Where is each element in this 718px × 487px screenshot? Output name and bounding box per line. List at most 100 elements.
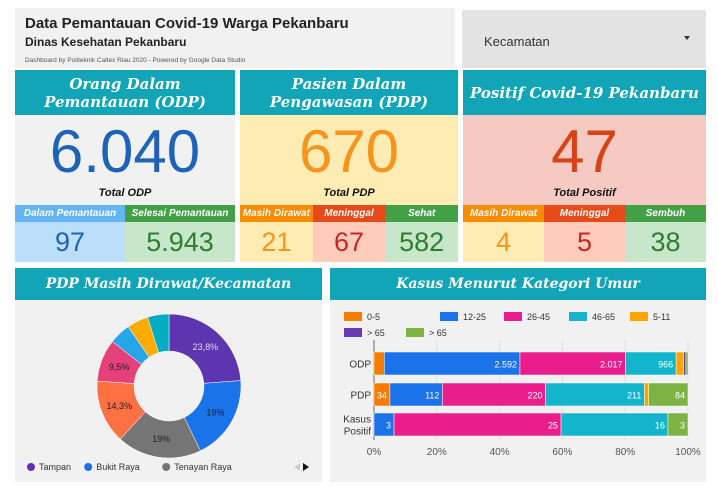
bar-segment[interactable] (667, 412, 689, 437)
bar-value-label: 25 (548, 421, 558, 431)
sub-stat-value: 5 (544, 222, 625, 262)
slice-label: 19% (206, 408, 224, 418)
legend-item[interactable]: Bukit Raya (96, 462, 140, 472)
category-label: ODP (349, 360, 371, 371)
category-label: Positif (344, 427, 371, 438)
kecamatan-dropdown[interactable]: Kecamatan (462, 10, 706, 68)
bar-value-label: 112 (425, 391, 439, 401)
legend-swatch (440, 312, 458, 321)
dropdown-label: Kecamatan (484, 34, 550, 49)
dashboard-header: Data Pemantauan Covid-19 Warga Pekanbaru… (15, 8, 455, 68)
legend-item[interactable]: 12-25 (463, 312, 486, 322)
x-tick-label: 80% (615, 447, 635, 458)
sub-stat-label: Meninggal (544, 205, 625, 222)
sub-stat-value: 97 (15, 222, 125, 262)
card-total-label: Total ODP (98, 187, 152, 199)
bar-segment[interactable] (560, 412, 669, 437)
legend-swatch (504, 312, 522, 321)
legend-next-icon[interactable] (303, 463, 309, 471)
legend-swatch (630, 312, 648, 321)
category-label: Kasus (343, 415, 371, 426)
bar-segment[interactable] (393, 412, 562, 437)
card-title: Positif Covid-19 Pekanbaru (463, 70, 706, 115)
bar-segment[interactable] (648, 382, 689, 407)
sub-stat-value: 67 (312, 222, 386, 262)
legend-item[interactable]: 5-11 (653, 312, 670, 322)
sub-stat-label: Dalam Pemantauan (15, 205, 125, 222)
bar-value-label: 3 (386, 421, 391, 431)
pie-slice[interactable] (147, 313, 170, 353)
category-label: PDP (350, 391, 371, 402)
sub-stat-label: Sembuh (625, 205, 706, 222)
slice-label: 14,3% (107, 401, 133, 411)
sub-stat: Meninggal 67 (312, 205, 386, 262)
card-1: Pasien Dalam Pengawasan (PDP) 670 Total P… (240, 70, 459, 262)
legend-item[interactable]: > 65 (367, 328, 385, 338)
sub-stat-value: 582 (385, 222, 459, 262)
legend-item[interactable]: 46-65 (592, 312, 615, 322)
legend-prev-icon[interactable] (294, 463, 300, 471)
bar-segment[interactable] (644, 382, 649, 407)
sub-stat-value: 21 (240, 222, 313, 262)
sub-stat-value: 38 (625, 222, 706, 262)
legend-swatch (84, 463, 93, 471)
pie-panel: PDP Masih Dirawat/Kecamatan 23,8% 19% 19% 1… (15, 268, 322, 482)
card-2: Positif Covid-19 Pekanbaru 47 Total Posit… (463, 70, 706, 262)
sub-stat-label: Meninggal (312, 205, 386, 222)
bar-value-label: 3 (680, 421, 685, 431)
legend-swatch (162, 463, 171, 471)
caret-down-icon (684, 36, 690, 40)
bar-value-label: 84 (675, 391, 685, 401)
card-total-label: Total PDP (323, 187, 375, 199)
legend-item[interactable]: > 65 (429, 328, 447, 338)
x-tick-label: 60% (552, 447, 572, 458)
bar-value-label: 966 (658, 360, 673, 370)
legend-item[interactable]: Tenayan Raya (174, 462, 232, 472)
bar-value-label: 16 (655, 421, 665, 431)
bar-segment[interactable] (685, 351, 689, 376)
sub-stat: Masih Dirawat 21 (240, 205, 313, 262)
slice-label: 23,8% (193, 342, 219, 352)
bar-title: Kasus Menurut Kategori Umur (330, 268, 706, 300)
sub-stat-value: 5.943 (125, 222, 235, 262)
x-tick-label: 20% (427, 447, 447, 458)
bar-value-label: 2.017 (600, 360, 623, 370)
sub-stat-value: 4 (463, 222, 544, 262)
credit-text: Dashboard by Politeknik Caltex Riau 2020… (25, 57, 246, 64)
sub-stat: Meninggal 5 (544, 205, 625, 262)
sub-stat-label: Sehat (385, 205, 459, 222)
sub-stat: Masih Dirawat 4 (463, 205, 544, 262)
card-total-value: 47 (551, 118, 618, 185)
sub-stat: Sehat 582 (385, 205, 459, 262)
slice-label: 9,5% (109, 362, 130, 372)
sub-stat: Dalam Pemantauan 97 (15, 205, 125, 262)
legend-swatch (569, 312, 587, 321)
bar-value-label: 2.592 (494, 360, 517, 370)
bar-segment[interactable] (675, 351, 684, 376)
card-title: Orang Dalam Pemantauan (ODP) (15, 70, 235, 115)
sub-stat: Sembuh 38 (625, 205, 706, 262)
bar-segment[interactable] (683, 351, 687, 376)
legend-item[interactable]: Tampan (39, 462, 71, 472)
sub-stat-label: Masih Dirawat (240, 205, 313, 222)
legend-item[interactable]: 0-5 (367, 312, 380, 322)
legend-swatch (344, 312, 362, 321)
legend-item[interactable]: 26-45 (527, 312, 550, 322)
bar-panel: Kasus Menurut Kategori Umur 0-5 12-25 26-4… (330, 268, 706, 482)
pie-title: PDP Masih Dirawat/Kecamatan (15, 268, 322, 300)
sub-stat-label: Masih Dirawat (463, 205, 544, 222)
x-tick-label: 40% (490, 447, 510, 458)
legend-swatch (27, 463, 35, 471)
page-subtitle: Dinas Kesehatan Pekanbaru (25, 35, 187, 49)
sub-stat: Selesai Pemantauan 5.943 (125, 205, 235, 262)
x-tick-label: 100% (675, 447, 701, 458)
bar-segment[interactable] (373, 351, 385, 376)
stacked-bar-chart: 0-5 12-25 26-45 46-65 5-11 > 65 > 65 0% 20% 40% 60… (343, 312, 701, 458)
card-total-value: 670 (298, 118, 400, 185)
bar-value-label: 220 (527, 391, 542, 401)
donut-chart: 23,8% 19% 19% 14,3% 9,5% Tampan Bukit Raya Tena… (27, 313, 309, 472)
legend-swatch (344, 328, 362, 337)
pie-slice[interactable] (168, 313, 242, 384)
card-total-label: Total Positif (553, 187, 616, 199)
card-0: Orang Dalam Pemantauan (ODP) 6.040 Total … (15, 70, 235, 262)
